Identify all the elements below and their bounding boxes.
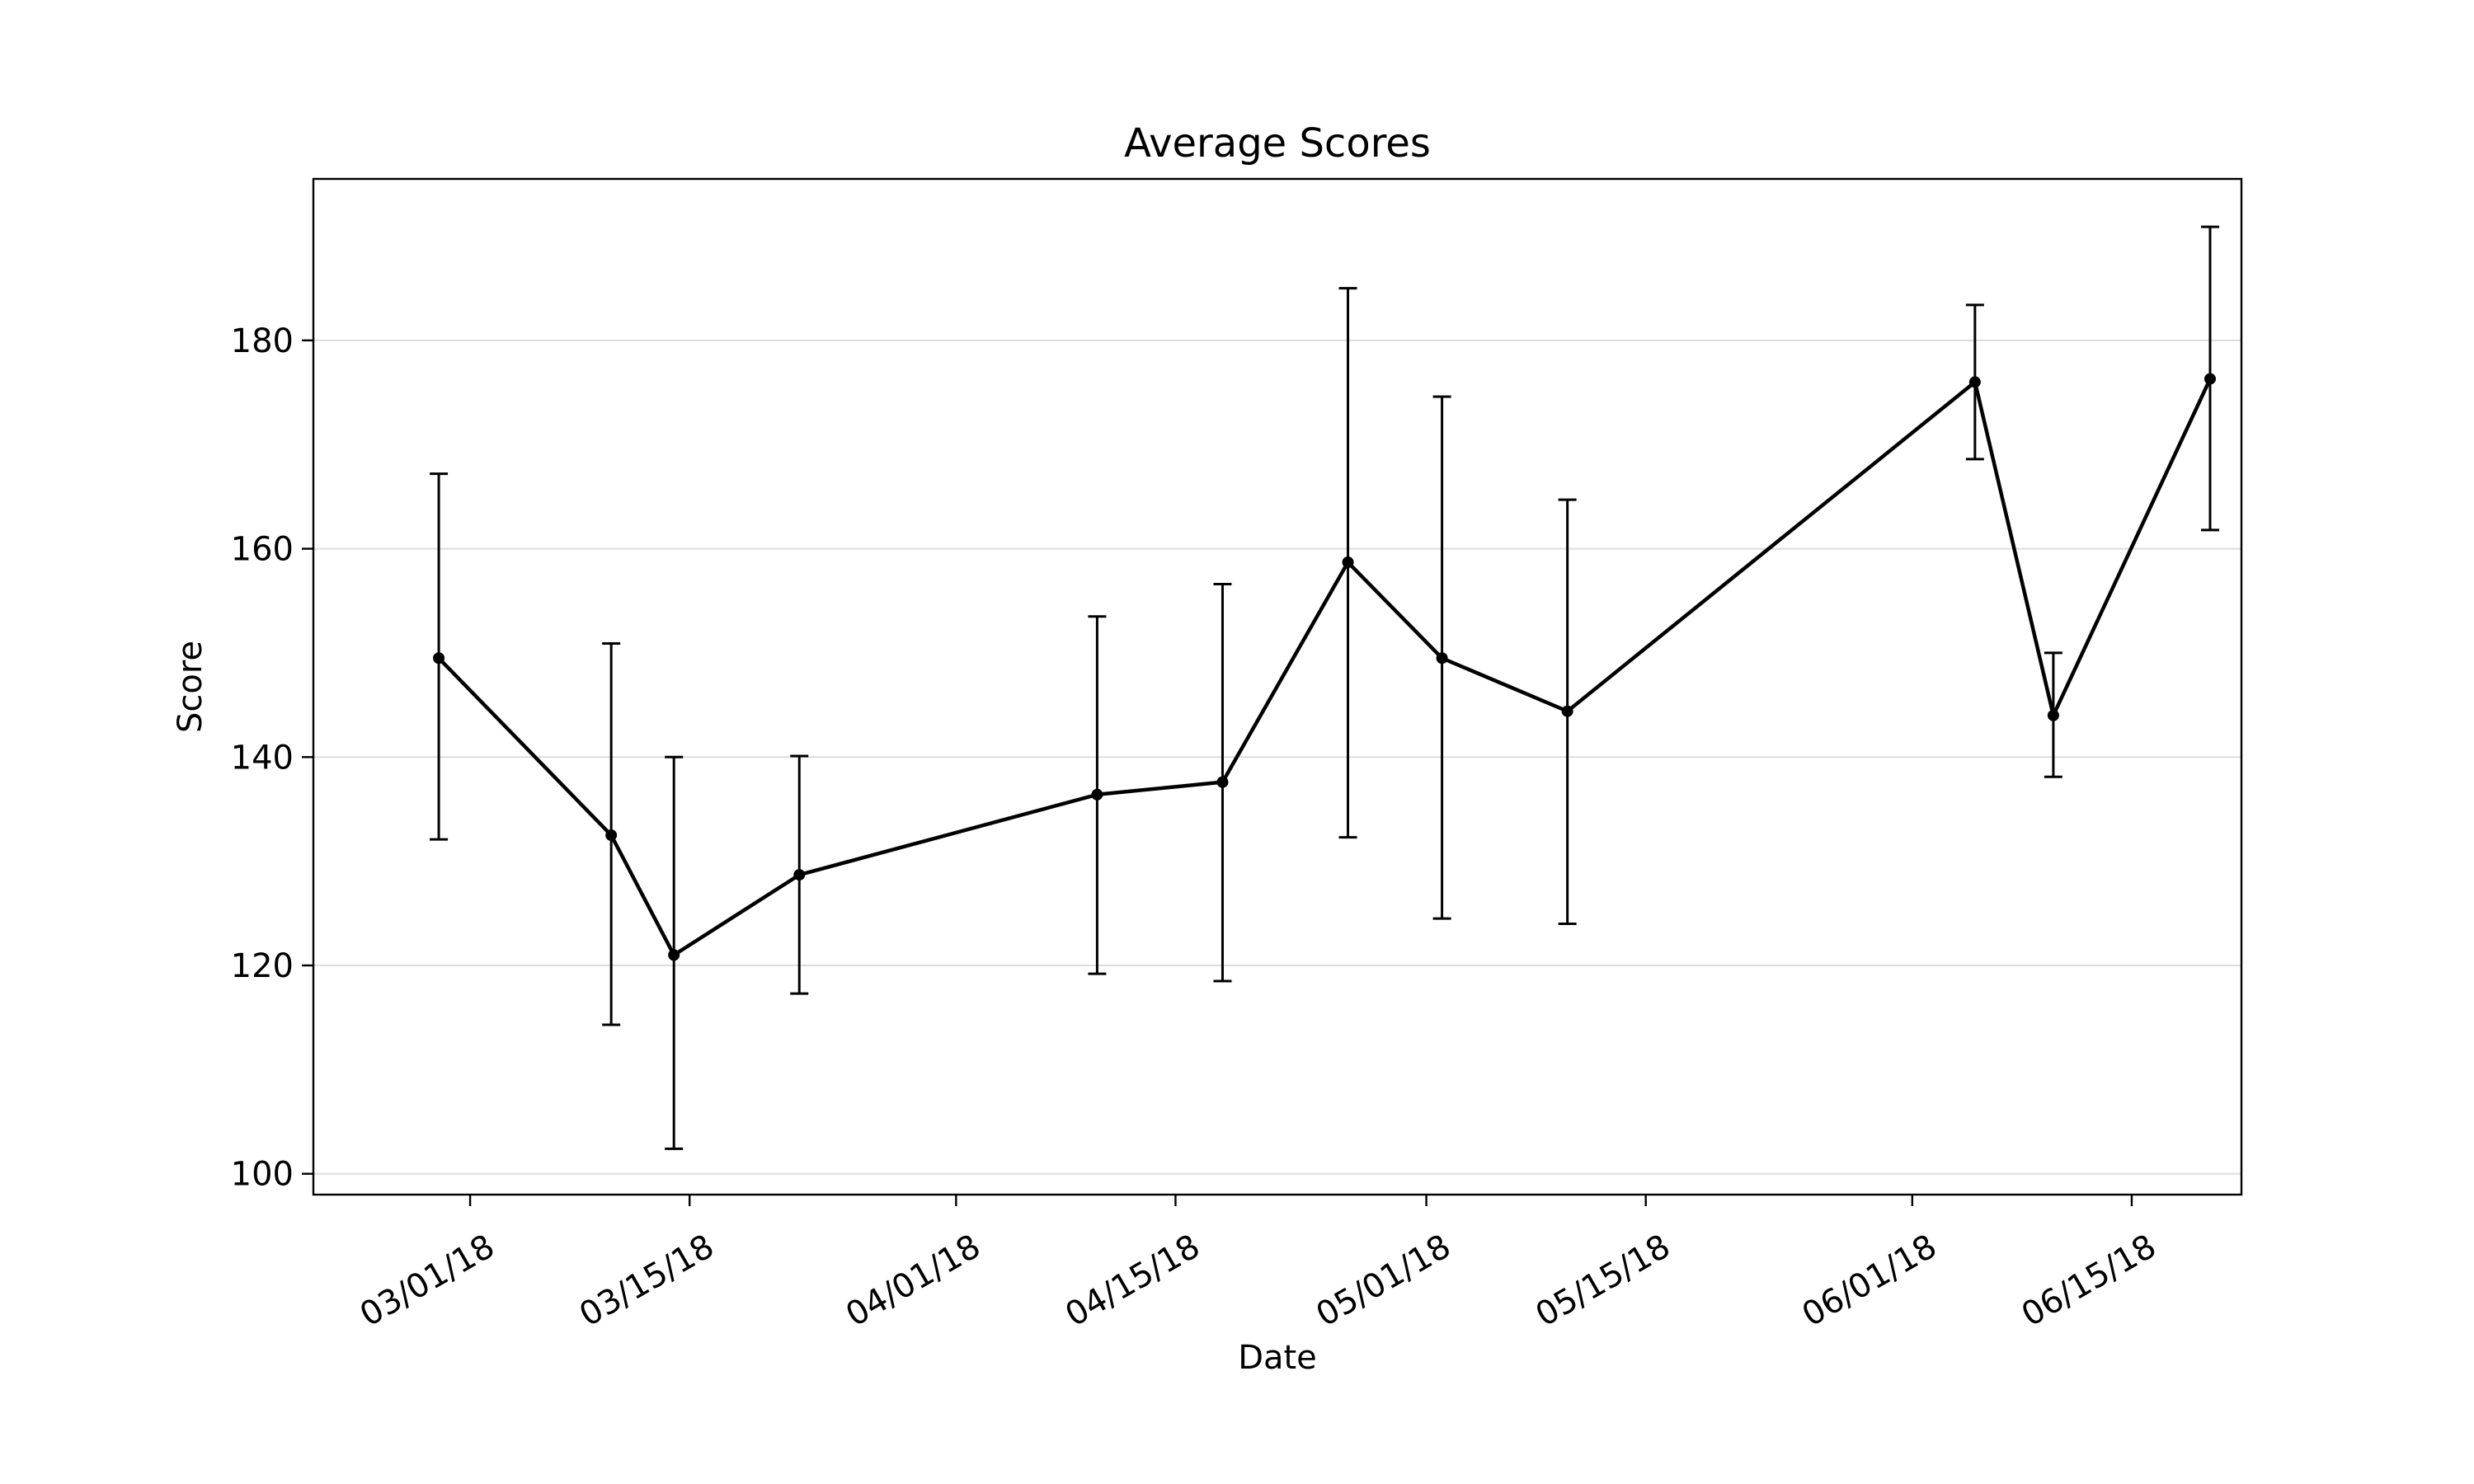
- y-tick-label: 100: [231, 1156, 294, 1194]
- data-point: [1968, 376, 1981, 388]
- x-tick-label: 05/15/18: [1530, 1228, 1677, 1335]
- y-tick-label: 180: [231, 322, 294, 360]
- data-point: [433, 652, 445, 665]
- x-tick-label: 04/01/18: [840, 1228, 987, 1335]
- x-axis-label: Date: [1238, 1339, 1317, 1377]
- y-tick-label: 140: [231, 739, 294, 777]
- x-axis-ticks: 03/01/18 03/15/18 04/01/18 04/15/18 05/01/18…: [354, 1195, 2162, 1334]
- x-tick-label: 06/01/18: [1796, 1228, 1944, 1335]
- data-point: [1342, 556, 1354, 569]
- plot-area: [312, 177, 2243, 1196]
- y-tick-label: 160: [231, 531, 294, 569]
- y-axis-label: Score: [172, 641, 209, 733]
- series-line: [437, 378, 2213, 957]
- grid-lines: [313, 339, 2241, 1175]
- chart-title: Average Scores: [1124, 120, 1431, 167]
- x-tick-label: 04/15/18: [1059, 1228, 1206, 1335]
- data-point: [2047, 709, 2059, 721]
- y-tick-label: 120: [231, 947, 294, 985]
- data-points: [433, 373, 2216, 961]
- data-point: [668, 949, 680, 961]
- data-point: [1216, 776, 1229, 788]
- x-tick-label: 05/01/18: [1310, 1228, 1457, 1335]
- x-tick-label: 06/15/18: [2015, 1228, 2163, 1335]
- y-axis-ticks: 100 120 140 160 180: [231, 322, 313, 1194]
- data-point: [605, 829, 618, 842]
- data-point: [793, 869, 806, 881]
- data-point: [1561, 705, 1573, 717]
- series-line-group: [437, 378, 2213, 957]
- x-tick-label: 03/01/18: [354, 1228, 501, 1335]
- x-tick-label: 03/15/18: [573, 1228, 721, 1335]
- data-point: [1091, 788, 1103, 801]
- data-point: [1436, 652, 1448, 665]
- error-bars: [430, 225, 2219, 1150]
- data-point: [2204, 373, 2216, 385]
